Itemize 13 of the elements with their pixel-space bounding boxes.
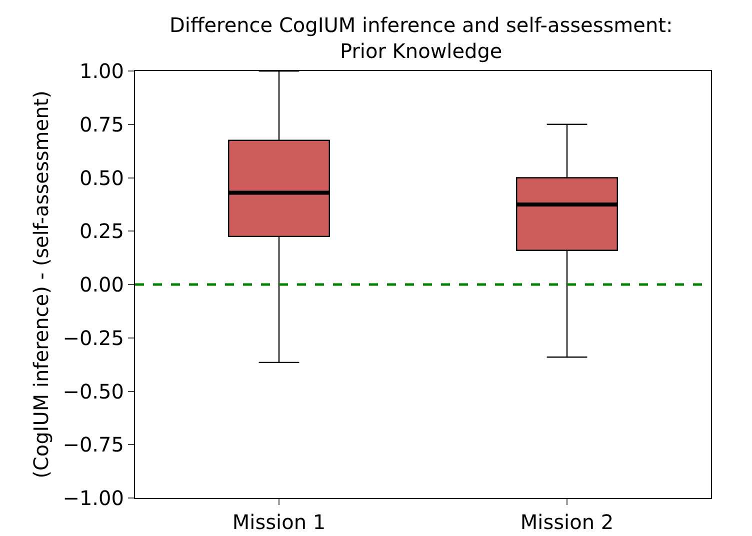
y-tick-label: 0.25	[79, 219, 124, 244]
y-tick-label: −0.25	[62, 326, 124, 350]
y-tick-label: 0.75	[79, 112, 124, 136]
x-tick-label: Mission 2	[520, 510, 614, 534]
y-tick-label: 1.00	[79, 59, 124, 83]
y-tick-label: 0.50	[79, 166, 124, 190]
y-tick-label: −0.50	[62, 379, 124, 404]
y-axis-title: (CogIUM inference) - (self-assessment)	[29, 90, 54, 478]
x-tick-label: Mission 1	[232, 510, 326, 534]
y-tick-label: −0.75	[62, 432, 124, 457]
y-tick-label: −1.00	[62, 486, 124, 510]
chart-title: Difference CogIUM inference and self-assessment: Prior Knowledge	[170, 13, 673, 64]
y-tick-label: 0.00	[79, 272, 124, 296]
